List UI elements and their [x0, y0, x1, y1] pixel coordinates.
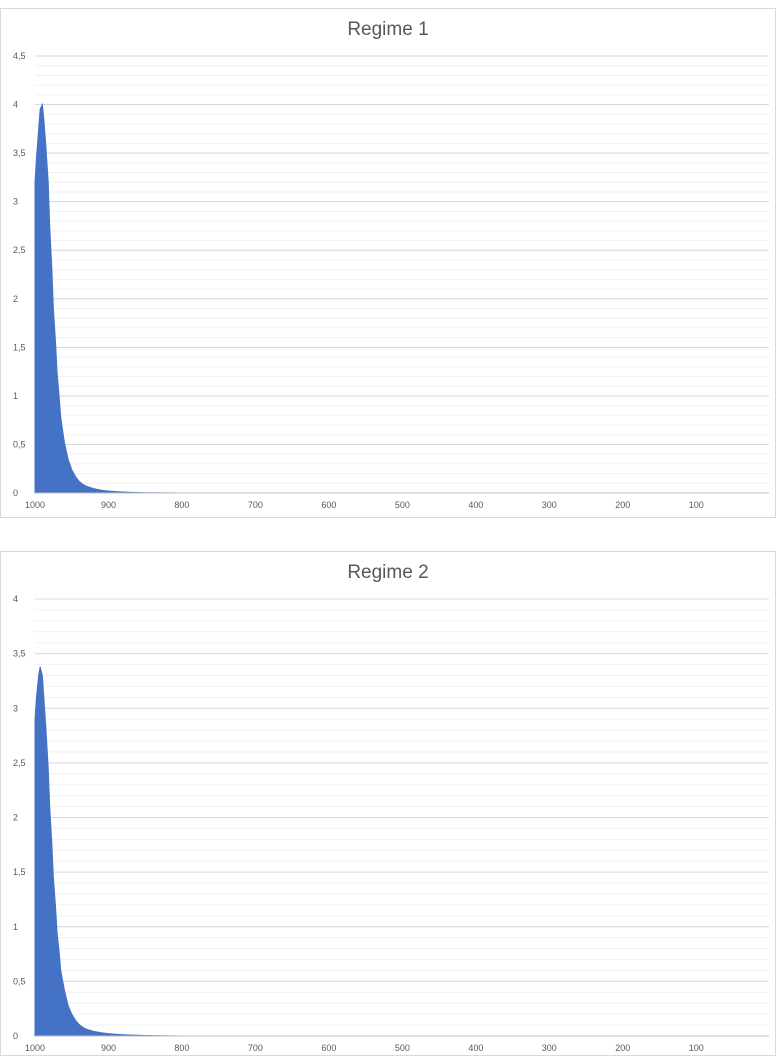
y-tick-label: 3 [13, 703, 18, 713]
x-tick-label: 300 [542, 500, 557, 510]
y-tick-label: 3,5 [13, 649, 26, 659]
chart-plot-regime-1: 0 0,5 1 1,5 2 2,5 3 3,5 4 4,5 1000 900 800 700 600 500 4… [13, 51, 769, 510]
x-tick-label: 200 [615, 500, 630, 510]
x-tick-label: 1000 [25, 500, 45, 510]
y-tick-label: 1 [13, 391, 18, 401]
x-tick-label: 600 [321, 500, 336, 510]
chart-panel-regime-1: Regime 1 0 0,5 1 1,5 2 2,5 3 3,5 4 4,5 1000 900 800 7… [0, 8, 776, 518]
y-tick-label: 4 [13, 100, 18, 110]
x-tick-label: 700 [248, 1043, 263, 1053]
chart-title: Regime 1 [347, 19, 429, 40]
y-tick-label: 1 [13, 922, 18, 932]
x-tick-label: 400 [468, 1043, 483, 1053]
x-tick-label: 400 [468, 500, 483, 510]
area-series-0 [34, 666, 769, 1037]
chart-plot-regime-2: 0 0,5 1 1,5 2 2,5 3 3,5 4 1000 900 800 700 600 500 400 3… [13, 594, 769, 1053]
y-tick-label: 0 [13, 1031, 18, 1041]
x-tick-label: 900 [101, 500, 116, 510]
x-tick-label: 800 [174, 500, 189, 510]
x-tick-label: 900 [101, 1043, 116, 1053]
y-tick-label: 4 [13, 594, 18, 604]
y-tick-label: 1,5 [13, 342, 26, 352]
x-tick-label: 800 [174, 1043, 189, 1053]
y-tick-label: 3 [13, 197, 18, 207]
x-tick-label: 600 [321, 1043, 336, 1053]
y-tick-label: 3,5 [13, 148, 26, 158]
chart-panel-regime-2: Regime 2 0 0,5 1 1,5 2 2,5 3 3,5 4 1000 900 800 700 6… [0, 551, 776, 1056]
x-tick-label: 700 [248, 500, 263, 510]
x-tick-label: 100 [689, 500, 704, 510]
x-tick-label: 500 [395, 500, 410, 510]
x-tick-label: 100 [689, 1043, 704, 1053]
x-tick-label: 1000 [25, 1043, 45, 1053]
y-tick-label: 0,5 [13, 439, 26, 449]
y-tick-label: 2,5 [13, 758, 26, 768]
x-tick-label: 500 [395, 1043, 410, 1053]
grid [35, 598, 769, 1037]
y-tick-label: 2,5 [13, 245, 26, 255]
y-tick-label: 0,5 [13, 976, 26, 986]
y-tick-label: 4,5 [13, 51, 26, 61]
y-tick-label: 1,5 [13, 867, 26, 877]
y-tick-label: 0 [13, 488, 18, 498]
chart-title: Regime 2 [347, 562, 429, 583]
x-tick-label: 300 [542, 1043, 557, 1053]
x-tick-label: 200 [615, 1043, 630, 1053]
grid [35, 55, 769, 494]
y-tick-label: 2 [13, 813, 18, 823]
y-tick-label: 2 [13, 294, 18, 304]
